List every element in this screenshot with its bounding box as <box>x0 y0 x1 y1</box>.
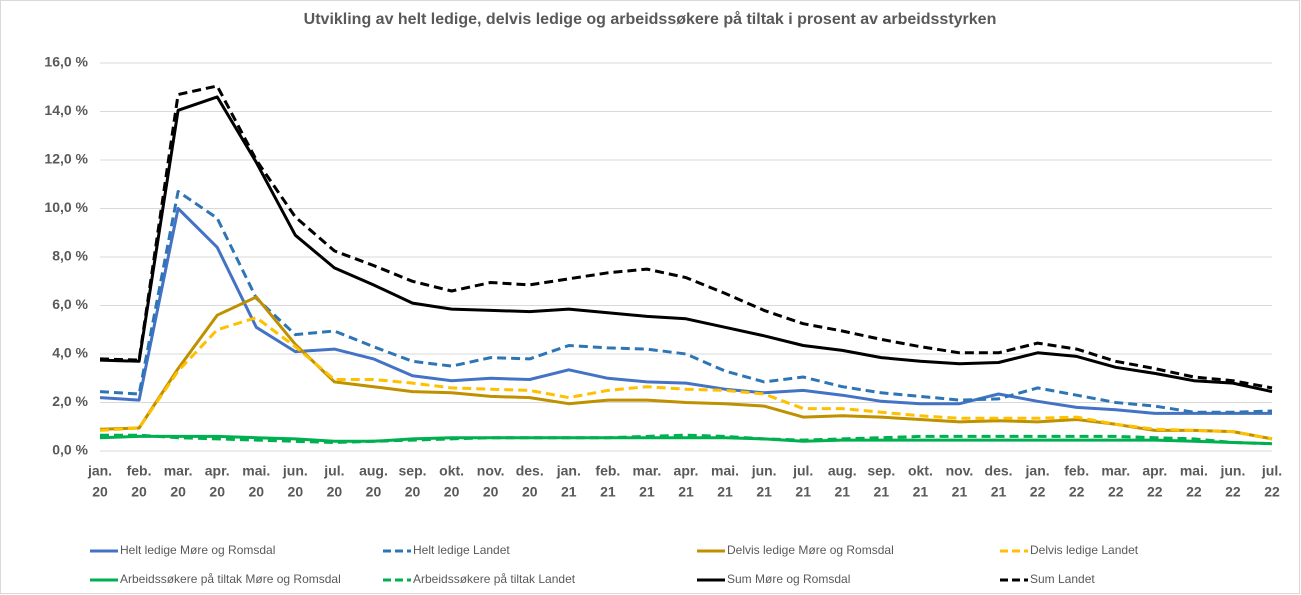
x-tick-label: 20 <box>288 484 304 500</box>
x-tick-label: 20 <box>483 484 499 500</box>
x-tick-label: feb. <box>127 463 152 479</box>
legend-label: Arbeidssøkere på tiltak Landet <box>413 572 576 586</box>
x-tick-label: jan. <box>1025 463 1050 479</box>
x-tick-label: apr. <box>205 463 230 479</box>
x-tick-label: mai. <box>1180 463 1208 479</box>
x-tick-label: 21 <box>952 484 968 500</box>
x-tick-label: des. <box>985 463 1013 479</box>
chart-title: Utvikling av helt ledige, delvis ledige … <box>304 10 997 28</box>
x-tick-label: 22 <box>1186 484 1202 500</box>
y-tick-label: 14,0 % <box>44 102 88 118</box>
x-tick-label: nov. <box>477 463 505 479</box>
line-series <box>99 84 1273 390</box>
x-tick-label: aug. <box>359 463 388 479</box>
x-tick-label: okt. <box>439 463 464 479</box>
line-series <box>99 434 1273 446</box>
legend-label: Sum Møre og Romsdal <box>727 572 850 586</box>
x-tick-label: mar. <box>633 463 662 479</box>
x-tick-label: jul. <box>792 463 813 479</box>
x-tick-label: 22 <box>1147 484 1163 500</box>
x-tick-label: 21 <box>561 484 577 500</box>
x-tick-label: 22 <box>1069 484 1085 500</box>
legend-label: Delvis ledige Møre og Romsdal <box>727 543 894 557</box>
x-tick-label: 20 <box>522 484 538 500</box>
y-tick-label: 12,0 % <box>44 151 88 167</box>
x-tick-label: mai. <box>242 463 270 479</box>
x-tick-label: des. <box>516 463 544 479</box>
x-tick-label: 20 <box>248 484 264 500</box>
legend-label: Arbeidssøkere på tiltak Møre og Romsdal <box>120 572 341 586</box>
x-tick-label: 22 <box>1030 484 1046 500</box>
x-tick-label: jul. <box>1261 463 1282 479</box>
x-tick-label: jul. <box>323 463 344 479</box>
line-series <box>99 190 1273 414</box>
x-tick-label: mar. <box>1101 463 1130 479</box>
y-tick-label: 8,0 % <box>52 248 88 264</box>
line-series <box>99 95 1273 394</box>
y-tick-label: 0,0 % <box>52 442 88 458</box>
legend-label: Helt ledige Landet <box>413 543 510 557</box>
x-tick-label: feb. <box>1064 463 1089 479</box>
x-tick-label: jun. <box>1219 463 1245 479</box>
x-tick-label: 22 <box>1108 484 1124 500</box>
x-tick-label: jun. <box>751 463 777 479</box>
x-tick-label: aug. <box>828 463 857 479</box>
x-tick-label: 20 <box>444 484 460 500</box>
x-tick-label: nov. <box>946 463 974 479</box>
y-tick-label: 4,0 % <box>52 345 88 361</box>
x-tick-label: 22 <box>1225 484 1241 500</box>
line-series <box>99 316 1273 441</box>
x-tick-label: 21 <box>678 484 694 500</box>
x-tick-label: feb. <box>595 463 620 479</box>
x-tick-label: sep. <box>867 463 895 479</box>
y-tick-label: 6,0 % <box>52 296 88 312</box>
x-tick-label: jun. <box>282 463 308 479</box>
x-tick-label: 20 <box>170 484 186 500</box>
x-tick-label: 21 <box>913 484 929 500</box>
legend-label: Delvis ledige Landet <box>1030 543 1139 557</box>
x-tick-label: 20 <box>131 484 147 500</box>
x-tick-label: 20 <box>405 484 421 500</box>
line-series <box>99 295 1273 441</box>
line-series <box>99 207 1272 415</box>
x-tick-label: 20 <box>92 484 108 500</box>
x-tick-label: apr. <box>674 463 699 479</box>
x-tick-label: mar. <box>164 463 193 479</box>
x-tick-label: mai. <box>711 463 739 479</box>
y-tick-label: 16,0 % <box>44 54 88 70</box>
x-tick-label: 20 <box>366 484 382 500</box>
x-tick-label: 21 <box>795 484 811 500</box>
x-tick-label: 20 <box>209 484 225 500</box>
x-tick-label: 21 <box>874 484 890 500</box>
x-tick-label: 21 <box>991 484 1007 500</box>
x-tick-label: okt. <box>908 463 933 479</box>
legend-label: Sum Landet <box>1030 572 1095 586</box>
y-tick-label: 2,0 % <box>52 393 88 409</box>
x-tick-label: sep. <box>399 463 427 479</box>
x-tick-label: 22 <box>1264 484 1280 500</box>
x-tick-label: 20 <box>327 484 343 500</box>
x-tick-label: jan. <box>556 463 581 479</box>
x-tick-label: 21 <box>600 484 616 500</box>
x-tick-label: 21 <box>717 484 733 500</box>
x-tick-label: 21 <box>639 484 655 500</box>
x-tick-label: 21 <box>834 484 850 500</box>
x-tick-label: 21 <box>756 484 772 500</box>
x-tick-label: jan. <box>87 463 112 479</box>
legend-label: Helt ledige Møre og Romsdal <box>120 543 275 557</box>
y-tick-label: 10,0 % <box>44 199 88 215</box>
x-tick-label: apr. <box>1142 463 1167 479</box>
